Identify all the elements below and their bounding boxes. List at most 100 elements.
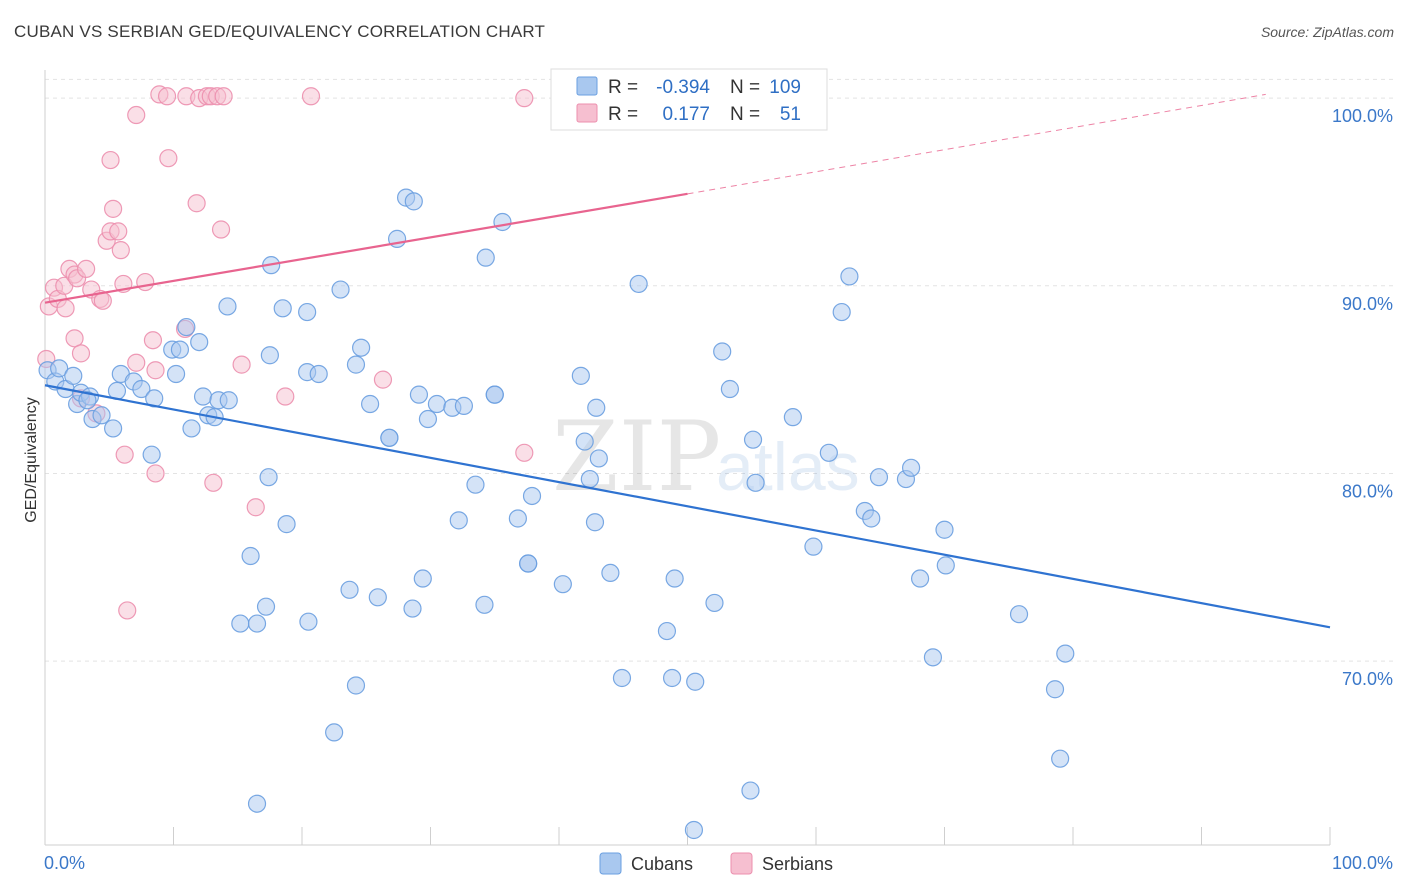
cubans-point [485,385,504,404]
cubans-point [361,394,380,414]
cubans-point [170,340,190,359]
cubans-point [449,511,468,530]
cubans-point [190,332,209,352]
x-tick-label-left: 0.0% [44,853,85,873]
serbians-point [246,498,265,517]
bottom-legend-cubans-swatch [600,853,621,874]
watermark-zip: ZIP [552,401,721,513]
cubans-point [256,597,276,616]
serbians-point [187,194,206,213]
serbians-point [111,241,130,260]
cubans-point [720,379,740,399]
cubans-point [298,302,317,322]
cubans-points [38,188,1075,840]
cubans-point [612,668,632,688]
cubans-point [662,668,682,688]
serbians-n-label: N = [730,104,760,125]
serbians-r-label: R = [608,104,638,125]
serbians-point [127,353,146,372]
cubans-point [923,648,943,667]
cubans-point [493,212,512,232]
cubans-point [804,537,823,556]
cubans-point [901,458,921,477]
cubans-point [413,569,432,588]
cubans-point [368,588,387,607]
serbians-legend-swatch [577,104,597,122]
y-tick-label: 70.0% [1342,669,1393,689]
cubans-point [64,366,83,385]
cubans-point [193,387,213,406]
cubans-point [1009,605,1029,624]
cubans-point [380,428,399,447]
y-tick-label: 100.0% [1332,106,1393,126]
cubans-point [476,248,495,267]
stats-legend: R = -0.394 N = 109 R = 0.177 N = 51 [550,68,828,131]
serbians-point [109,222,128,241]
serbians-point [71,344,91,363]
cubans-point [331,280,350,299]
cubans-point [219,391,238,410]
serbians-point [211,220,231,239]
cubans-point [705,593,724,613]
serbians-point [146,464,165,483]
cubans-point [241,546,260,566]
cubans-point [247,794,267,813]
cubans-point [340,580,359,599]
cubans-point [589,449,608,468]
chart-title: CUBAN VS SERBIAN GED/EQUIVALENCY CORRELA… [14,22,546,41]
cubans-point [575,432,594,451]
cubans-point [746,473,765,492]
cubans-point [104,419,123,438]
cubans-n-label: N = [730,77,760,98]
watermark: ZIP atlas [552,401,860,513]
serbians-point [146,361,165,380]
cubans-point [840,267,859,286]
serbians-point [232,355,251,374]
cubans-r-value: -0.394 [656,77,710,98]
cubans-point [427,394,447,414]
cubans-point [657,621,677,641]
serbians-points [37,85,534,620]
x-tick-label-right: 100.0% [1332,853,1393,873]
cubans-point [142,445,161,464]
cubans-point [571,366,590,385]
serbians-point [56,299,75,318]
trendlines [44,93,1331,629]
cubans-legend-swatch-border [576,76,598,96]
bottom-legend-cubans-label: Cubans [631,854,693,874]
cubans-point [935,520,954,539]
cubans-point [601,563,620,583]
serbians-n-value: 51 [780,104,801,125]
y-tick-label: 90.0% [1342,294,1393,314]
cubans-point [231,614,250,633]
cubans-point [409,385,429,404]
cubans-point [218,297,237,316]
y-tick-label: 80.0% [1342,481,1393,501]
watermark-atlas: atlas [716,429,860,505]
cubans-point [519,554,538,573]
serbians-point [127,105,146,125]
cubans-point [1051,749,1070,768]
cubans-point [522,486,542,506]
cubans-point [862,509,881,528]
cubans-point [299,612,318,631]
serbians-trendline-extension [687,93,1266,195]
cubans-point [580,469,599,489]
serbians-legend-swatch-border [576,103,598,123]
serbians-point [115,445,134,464]
cubans-point [418,409,438,429]
bottom-legend-serbians-label: Serbians [762,854,833,874]
cubans-point [309,364,328,384]
serbians-point [136,272,155,292]
cubans-point [346,355,366,374]
cubans-point [741,781,760,800]
cubans-point [743,430,763,449]
cubans-point [869,468,889,487]
cubans-point [247,614,267,633]
bottom-legend-cubans-swatch-border [599,852,622,875]
bottom-legend-serbians-swatch [731,853,752,874]
cubans-point [177,317,196,337]
cubans-n-value: 109 [769,77,801,98]
bottom-legend-serbians-swatch-border [730,852,753,875]
cubans-point [260,346,279,365]
